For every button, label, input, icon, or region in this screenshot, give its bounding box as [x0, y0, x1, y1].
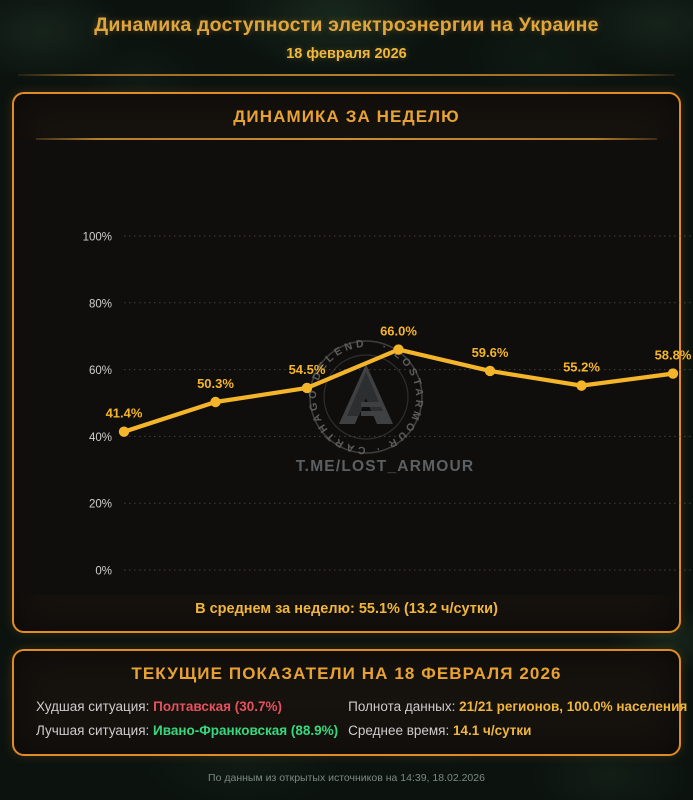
stat-value: Ивано-Франковская (88.9%) — [153, 722, 339, 738]
svg-text:41.4%: 41.4% — [106, 405, 143, 420]
svg-text:66.0%: 66.0% — [380, 323, 417, 338]
chart-svg: 0%20%40%60%80%100% 12.0213.0214.0215.021… — [83, 231, 692, 577]
svg-text:55.2%: 55.2% — [563, 359, 600, 374]
stat-label: Худшая ситуация: — [36, 698, 154, 714]
svg-text:58.8%: 58.8% — [655, 347, 692, 362]
chart-panel-divider — [36, 138, 657, 140]
svg-text:60%: 60% — [89, 365, 112, 377]
header-divider — [18, 74, 675, 76]
chart-panel-title: ДИНАМИКА ЗА НЕДЕЛЮ — [233, 107, 460, 126]
page-title: Динамика доступности электроэнергии на У… — [94, 14, 599, 36]
stat-value: 21/21 регионов, 100.0% населения — [459, 698, 688, 714]
chart-panel: ДИНАМИКА ЗА НЕДЕЛЮ · LOSTARMOUR · CARTHA… — [12, 92, 692, 633]
stats-grid: Худшая ситуация: Полтавская (30.7%) Полно… — [14, 695, 687, 754]
stats-panel: ТЕКУЩИЕ ПОКАЗАТЕЛИ НА 18 ФЕВРАЛЯ 2026 Ху… — [12, 648, 687, 756]
page-header: Динамика доступности электроэнергии на У… — [0, 0, 693, 76]
svg-text:59.6%: 59.6% — [472, 344, 509, 359]
stat-value: 14.1 ч/сутки — [453, 722, 532, 738]
svg-text:40%: 40% — [89, 431, 112, 443]
stat-row: Лучшая ситуация: Ивано-Франковская (88.9… — [36, 723, 338, 738]
chart-data-points — [118, 343, 679, 437]
stat-row: Полнота данных: 21/21 регионов, 100.0% н… — [348, 699, 687, 714]
stat-label: Лучшая ситуация: — [36, 722, 154, 738]
page-date: 18 февраля 2026 — [286, 46, 407, 62]
stat-label: Полнота данных: — [348, 698, 460, 714]
svg-text:20%: 20% — [89, 498, 112, 510]
svg-text:54.5%: 54.5% — [289, 361, 326, 376]
line-chart: · LOSTARMOUR · CARTHAGO DELENDA EST T.ME… — [18, 139, 692, 595]
stats-panel-title: ТЕКУЩИЕ ПОКАЗАТЕЛИ НА 18 ФЕВРАЛЯ 2026 — [131, 663, 562, 683]
stat-label: Среднее время: — [348, 722, 453, 738]
svg-text:0%: 0% — [95, 565, 112, 577]
svg-text:80%: 80% — [89, 298, 112, 310]
chart-point-labels: 41.4% 50.3% 54.5% 66.0% 59.6% 55.2% 58.8% — [106, 323, 692, 420]
weekly-average-label: В среднем за неделю: 55.1% (13.2 ч/сутки… — [195, 600, 498, 617]
stat-row: Среднее время: 14.1 ч/сутки — [348, 723, 687, 738]
svg-text:100%: 100% — [83, 231, 112, 243]
footer-note: По данным из открытых источников на 14:3… — [208, 771, 485, 784]
svg-text:50.3%: 50.3% — [197, 375, 234, 390]
chart-y-axis-labels: 0% 20% 40% 60% 80% 100% — [83, 231, 112, 577]
stat-value: Полтавская (30.7%) — [153, 698, 283, 714]
stat-row: Худшая ситуация: Полтавская (30.7%) — [36, 699, 338, 714]
